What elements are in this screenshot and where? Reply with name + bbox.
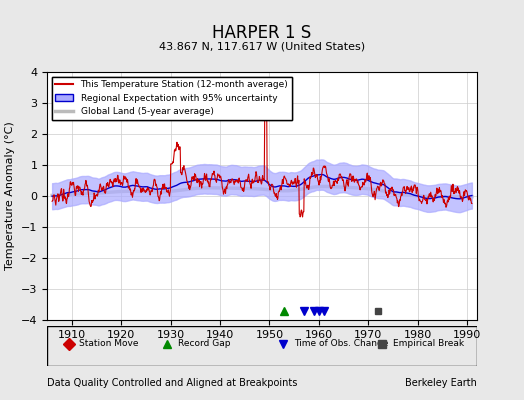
Text: Berkeley Earth: Berkeley Earth bbox=[405, 378, 477, 388]
Text: Record Gap: Record Gap bbox=[178, 340, 231, 348]
Text: Data Quality Controlled and Aligned at Breakpoints: Data Quality Controlled and Aligned at B… bbox=[47, 378, 298, 388]
Text: 43.867 N, 117.617 W (United States): 43.867 N, 117.617 W (United States) bbox=[159, 41, 365, 51]
Text: Station Move: Station Move bbox=[80, 340, 139, 348]
Text: Empirical Break: Empirical Break bbox=[393, 340, 464, 348]
Y-axis label: Temperature Anomaly (°C): Temperature Anomaly (°C) bbox=[5, 122, 15, 270]
Text: HARPER 1 S: HARPER 1 S bbox=[212, 24, 312, 42]
Legend: This Temperature Station (12-month average), Regional Expectation with 95% uncer: This Temperature Station (12-month avera… bbox=[52, 76, 292, 120]
Text: Time of Obs. Change: Time of Obs. Change bbox=[294, 340, 389, 348]
